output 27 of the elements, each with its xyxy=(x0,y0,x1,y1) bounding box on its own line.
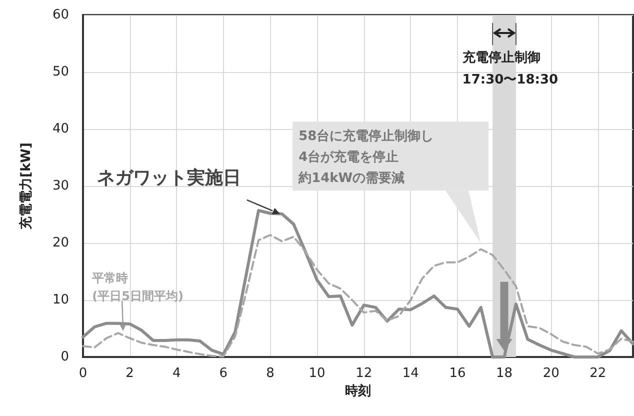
y-tick-label: 50 xyxy=(52,64,69,80)
x-tick-label: 20 xyxy=(542,366,560,381)
x-tick-label: 8 xyxy=(266,366,274,381)
x-tick-label: 0 xyxy=(78,366,88,381)
y-axis-title: 充電電力[kW] xyxy=(18,142,34,230)
x-tick-label: 4 xyxy=(172,366,181,381)
x-axis-title: 時刻 xyxy=(345,383,371,399)
series-label: ネガワット実施日 xyxy=(96,167,241,188)
x-tick-label: 10 xyxy=(308,366,326,381)
y-tick-label: 40 xyxy=(52,122,69,136)
annotation: 約14kWの需要減 xyxy=(298,170,406,188)
band-label: 充電停止制御 17:30〜18:30 xyxy=(461,50,558,88)
y-tick-label: 0 xyxy=(60,350,69,364)
x-tick-label: 16 xyxy=(449,366,466,381)
y-tick-label: 60 xyxy=(52,8,69,22)
x-tick-label: 6 xyxy=(219,366,228,381)
y-tick-label: 20 xyxy=(52,236,69,250)
y-tick-label: 10 xyxy=(52,292,69,308)
x-tick-label: 14 xyxy=(402,366,419,381)
y-tick-label: 30 xyxy=(52,178,69,194)
annotation: 58台に充電停止制御し xyxy=(298,128,434,146)
x-tick-label: 2 xyxy=(126,366,134,381)
x-tick-label: 22 xyxy=(590,366,606,381)
annotation: 4台が充電を停止 xyxy=(298,148,400,167)
x-tick-label: 18 xyxy=(496,366,513,381)
text: 平常時 (平日5日間平均) xyxy=(91,271,184,304)
x-tick-label: 12 xyxy=(356,366,372,381)
